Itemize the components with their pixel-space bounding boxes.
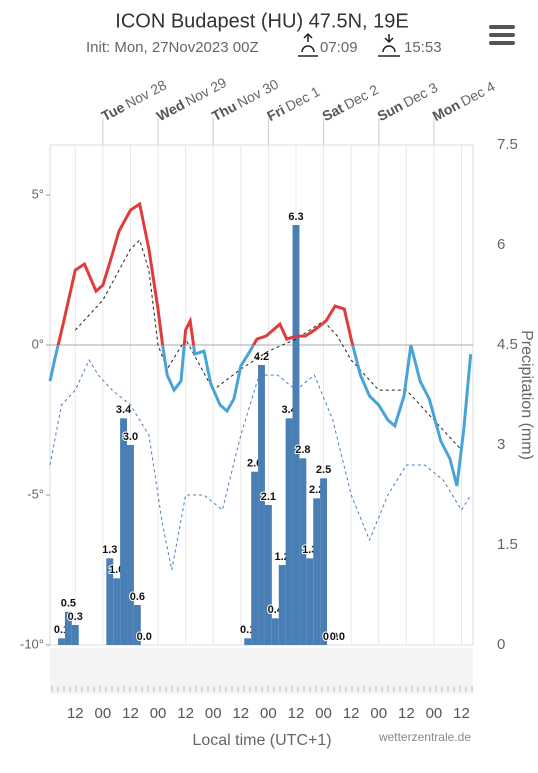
x-tick-label: 12: [453, 705, 470, 722]
precip-label: 0.5: [61, 598, 76, 610]
chart-title: ICON Budapest (HU) 47.5N, 19E: [115, 10, 408, 32]
precip-label: 0.0: [323, 631, 338, 643]
sunset: 15:53: [404, 39, 442, 56]
x-tick-label: 00: [315, 705, 332, 722]
precip-bar: [285, 418, 293, 645]
day-name: Wed: [154, 96, 187, 124]
precip-label: 2.5: [316, 464, 331, 476]
precip-bar: [133, 605, 141, 645]
precip-bar: [58, 638, 65, 645]
day-name: Fri: [264, 101, 287, 124]
day-name: Sun: [374, 97, 405, 124]
x-tick-label: 00: [260, 705, 277, 722]
y2-tick-label: 3: [497, 436, 505, 453]
day-date: Dec 3: [400, 79, 440, 110]
line-temperature: [48, 201, 473, 487]
precip-bar: [292, 225, 300, 645]
precip-bar: [106, 558, 114, 645]
x-tick-label: 00: [370, 705, 387, 722]
day-label: MonDec 4: [430, 78, 498, 124]
precip-bar: [251, 471, 259, 645]
day-date: Dec 4: [458, 78, 498, 109]
precip-bar: [120, 418, 128, 645]
precip-label: 1.3: [102, 544, 117, 556]
precip-bar: [113, 578, 121, 645]
x-axis-title: Local time (UTC+1): [192, 732, 331, 749]
precip-label: 0.6: [130, 591, 145, 603]
precip-label: 4.2: [254, 351, 269, 363]
day-date: Dec 1: [282, 83, 322, 114]
precip-label: 0.3: [68, 611, 83, 623]
precip-label: 2.1: [261, 491, 276, 503]
precip-label: 0.0: [330, 631, 345, 643]
x-tick-label: 00: [205, 705, 222, 722]
day-label: SatDec 2: [319, 81, 381, 124]
menu-button[interactable]: [489, 25, 515, 45]
sunrise: 07:09: [320, 39, 358, 56]
sunrise-icon: [298, 32, 318, 57]
precip-bar: [71, 625, 79, 645]
x-tick-label: 12: [122, 705, 139, 722]
y2-tick-label: 1.5: [497, 536, 518, 553]
day-label: SunDec 3: [374, 79, 440, 124]
precip-label: 6.3: [288, 211, 303, 223]
sunset-icon: [378, 34, 400, 57]
day-name: Thu: [209, 98, 239, 124]
precip-bar: [299, 458, 307, 645]
x-tick-label: 12: [177, 705, 194, 722]
y2-axis-title: Precipitation (mm): [518, 330, 535, 460]
x-tick-label: 12: [67, 705, 84, 722]
day-date: Dec 2: [341, 81, 381, 112]
precip-bar: [258, 365, 265, 645]
y2-tick-label: 6: [497, 236, 505, 253]
day-name: Mon: [430, 96, 463, 124]
y2-tick-label: 0: [497, 636, 505, 653]
precip-bar: [278, 565, 286, 645]
line-dashed: [49, 359, 472, 571]
precip-bar: [64, 611, 72, 645]
precip-label: 2.8: [295, 444, 310, 456]
y-tick-label: -5°: [27, 486, 44, 501]
precip-label: 0.0: [137, 631, 152, 643]
y2-tick-label: 4.5: [497, 336, 518, 353]
precip-label: 3.0: [123, 431, 138, 443]
credit: wetterzentrale.de: [378, 730, 471, 744]
chart-subtitle: Init: Mon, 27Nov2023 00Z: [86, 39, 259, 56]
x-tick-label: 12: [232, 705, 249, 722]
precip-label: 3.4: [116, 404, 132, 416]
x-tick-label: 00: [426, 705, 443, 722]
precip-bar: [320, 478, 328, 645]
y-tick-label: 5°: [32, 187, 44, 202]
x-tick-label: 12: [288, 705, 305, 722]
precip-bar: [127, 445, 134, 645]
x-tick-label: 00: [95, 705, 112, 722]
x-tick-label: 12: [398, 705, 415, 722]
precip-bar: [306, 558, 314, 645]
precip-bar: [264, 505, 272, 645]
precip-bar: [313, 498, 321, 645]
x-tick-label: 12: [343, 705, 360, 722]
precip-bar: [244, 638, 252, 645]
y-tick-label: -10°: [20, 636, 44, 651]
y2-tick-label: 7.5: [497, 136, 518, 153]
precip-bar: [271, 618, 279, 645]
y-tick-label: 0°: [32, 336, 44, 351]
x-tick-label: 00: [150, 705, 167, 722]
